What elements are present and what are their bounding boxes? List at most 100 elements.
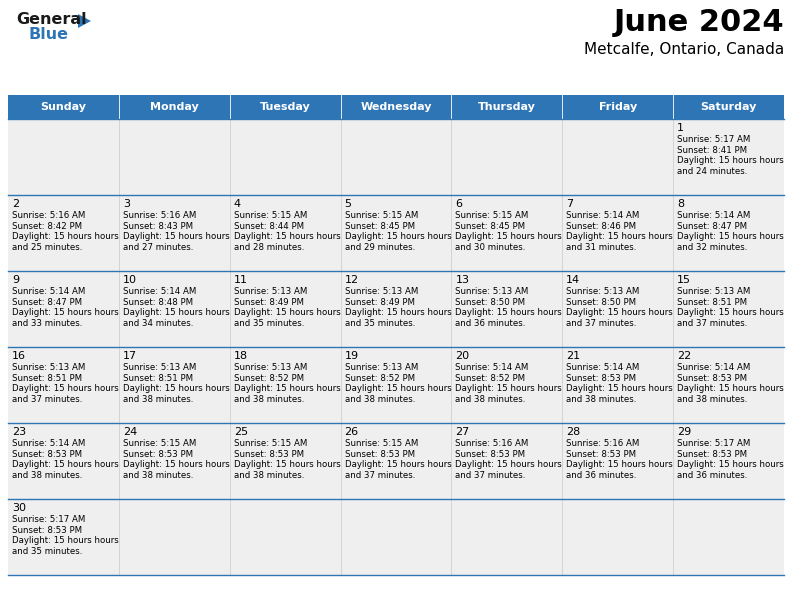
Text: Sunset: 8:53 PM: Sunset: 8:53 PM xyxy=(123,450,193,459)
Text: and 38 minutes.: and 38 minutes. xyxy=(12,471,82,480)
Text: Daylight: 15 hours hours: Daylight: 15 hours hours xyxy=(455,460,562,469)
Text: Daylight: 15 hours hours: Daylight: 15 hours hours xyxy=(234,460,341,469)
Text: 5: 5 xyxy=(345,199,352,209)
Text: Daylight: 15 hours hours: Daylight: 15 hours hours xyxy=(566,308,673,317)
Text: 29: 29 xyxy=(677,427,691,437)
Text: Wednesday: Wednesday xyxy=(360,102,432,112)
Text: 19: 19 xyxy=(345,351,359,361)
Text: Sunrise: 5:16 AM: Sunrise: 5:16 AM xyxy=(12,211,86,220)
Text: and 38 minutes.: and 38 minutes. xyxy=(234,395,304,404)
Text: Sunday: Sunday xyxy=(40,102,86,112)
Bar xyxy=(562,95,673,119)
Text: Sunset: 8:42 PM: Sunset: 8:42 PM xyxy=(12,222,82,231)
Text: Thursday: Thursday xyxy=(478,102,536,112)
Text: Daylight: 15 hours hours: Daylight: 15 hours hours xyxy=(345,460,451,469)
Text: and 38 minutes.: and 38 minutes. xyxy=(123,471,193,480)
Bar xyxy=(8,195,784,271)
Bar xyxy=(119,95,230,119)
Text: Sunrise: 5:13 AM: Sunrise: 5:13 AM xyxy=(345,364,418,372)
Text: Sunset: 8:53 PM: Sunset: 8:53 PM xyxy=(566,450,637,459)
Text: 9: 9 xyxy=(12,275,19,285)
Text: Daylight: 15 hours hours: Daylight: 15 hours hours xyxy=(345,232,451,241)
Bar xyxy=(8,95,119,119)
Text: 6: 6 xyxy=(455,199,463,209)
Text: Sunset: 8:50 PM: Sunset: 8:50 PM xyxy=(455,298,526,307)
Bar xyxy=(451,95,562,119)
Text: General: General xyxy=(16,12,86,27)
Text: 22: 22 xyxy=(677,351,691,361)
Text: 8: 8 xyxy=(677,199,684,209)
Text: 11: 11 xyxy=(234,275,248,285)
Text: Sunset: 8:51 PM: Sunset: 8:51 PM xyxy=(12,374,82,382)
Text: and 38 minutes.: and 38 minutes. xyxy=(677,395,748,404)
Text: Saturday: Saturday xyxy=(700,102,757,112)
Text: Blue: Blue xyxy=(28,27,68,42)
Text: Daylight: 15 hours hours: Daylight: 15 hours hours xyxy=(123,308,230,317)
Text: Daylight: 15 hours hours: Daylight: 15 hours hours xyxy=(345,384,451,394)
Text: and 37 minutes.: and 37 minutes. xyxy=(12,395,82,404)
Text: and 38 minutes.: and 38 minutes. xyxy=(234,471,304,480)
Text: Sunrise: 5:14 AM: Sunrise: 5:14 AM xyxy=(566,364,640,372)
Text: Daylight: 15 hours hours: Daylight: 15 hours hours xyxy=(566,384,673,394)
Text: Sunset: 8:52 PM: Sunset: 8:52 PM xyxy=(455,374,526,382)
Text: and 35 minutes.: and 35 minutes. xyxy=(12,547,82,556)
Text: Sunset: 8:53 PM: Sunset: 8:53 PM xyxy=(12,526,82,535)
Text: 13: 13 xyxy=(455,275,470,285)
Text: 21: 21 xyxy=(566,351,581,361)
Text: and 37 minutes.: and 37 minutes. xyxy=(455,471,526,480)
Text: Daylight: 15 hours hours: Daylight: 15 hours hours xyxy=(12,232,119,241)
Text: Sunset: 8:51 PM: Sunset: 8:51 PM xyxy=(123,374,193,382)
Text: Sunrise: 5:16 AM: Sunrise: 5:16 AM xyxy=(123,211,196,220)
Text: 14: 14 xyxy=(566,275,581,285)
Text: Sunset: 8:53 PM: Sunset: 8:53 PM xyxy=(234,450,304,459)
Bar xyxy=(8,423,784,499)
Text: 17: 17 xyxy=(123,351,137,361)
Text: Sunset: 8:53 PM: Sunset: 8:53 PM xyxy=(677,374,748,382)
Text: Sunset: 8:50 PM: Sunset: 8:50 PM xyxy=(566,298,637,307)
Text: and 37 minutes.: and 37 minutes. xyxy=(677,319,748,327)
Text: Daylight: 15 hours hours: Daylight: 15 hours hours xyxy=(566,232,673,241)
Text: Daylight: 15 hours hours: Daylight: 15 hours hours xyxy=(234,308,341,317)
Text: Sunrise: 5:14 AM: Sunrise: 5:14 AM xyxy=(12,288,86,296)
Text: Sunrise: 5:16 AM: Sunrise: 5:16 AM xyxy=(455,439,529,449)
Text: Sunrise: 5:15 AM: Sunrise: 5:15 AM xyxy=(234,211,307,220)
Text: Daylight: 15 hours hours: Daylight: 15 hours hours xyxy=(677,308,784,317)
Text: 3: 3 xyxy=(123,199,130,209)
Text: and 38 minutes.: and 38 minutes. xyxy=(455,395,526,404)
Text: Sunset: 8:43 PM: Sunset: 8:43 PM xyxy=(123,222,193,231)
Text: 23: 23 xyxy=(12,427,26,437)
Text: Metcalfe, Ontario, Canada: Metcalfe, Ontario, Canada xyxy=(584,42,784,57)
Text: Sunset: 8:41 PM: Sunset: 8:41 PM xyxy=(677,146,748,155)
Text: Daylight: 15 hours hours: Daylight: 15 hours hours xyxy=(12,384,119,394)
Text: Daylight: 15 hours hours: Daylight: 15 hours hours xyxy=(455,232,562,241)
Text: 1: 1 xyxy=(677,123,684,133)
Bar xyxy=(673,95,784,119)
Text: and 35 minutes.: and 35 minutes. xyxy=(234,319,304,327)
Text: and 38 minutes.: and 38 minutes. xyxy=(345,395,415,404)
Text: 28: 28 xyxy=(566,427,581,437)
Text: Sunrise: 5:14 AM: Sunrise: 5:14 AM xyxy=(677,364,751,372)
Text: Sunrise: 5:13 AM: Sunrise: 5:13 AM xyxy=(123,364,196,372)
Text: 27: 27 xyxy=(455,427,470,437)
Text: Sunrise: 5:16 AM: Sunrise: 5:16 AM xyxy=(566,439,640,449)
Text: Daylight: 15 hours hours: Daylight: 15 hours hours xyxy=(345,308,451,317)
Text: Tuesday: Tuesday xyxy=(260,102,310,112)
Text: Sunrise: 5:17 AM: Sunrise: 5:17 AM xyxy=(677,135,751,144)
Text: Friday: Friday xyxy=(599,102,637,112)
Text: 12: 12 xyxy=(345,275,359,285)
Text: Sunset: 8:53 PM: Sunset: 8:53 PM xyxy=(455,450,526,459)
Text: Daylight: 15 hours hours: Daylight: 15 hours hours xyxy=(677,156,784,165)
Text: Sunset: 8:46 PM: Sunset: 8:46 PM xyxy=(566,222,637,231)
Text: 7: 7 xyxy=(566,199,573,209)
Text: and 36 minutes.: and 36 minutes. xyxy=(566,471,637,480)
Text: Daylight: 15 hours hours: Daylight: 15 hours hours xyxy=(234,384,341,394)
Text: Sunset: 8:53 PM: Sunset: 8:53 PM xyxy=(566,374,637,382)
Bar xyxy=(8,499,784,575)
Text: 15: 15 xyxy=(677,275,691,285)
Text: Sunrise: 5:15 AM: Sunrise: 5:15 AM xyxy=(123,439,196,449)
Text: Sunrise: 5:13 AM: Sunrise: 5:13 AM xyxy=(345,288,418,296)
Text: Daylight: 15 hours hours: Daylight: 15 hours hours xyxy=(455,384,562,394)
Text: Sunrise: 5:13 AM: Sunrise: 5:13 AM xyxy=(566,288,640,296)
Text: Sunset: 8:49 PM: Sunset: 8:49 PM xyxy=(234,298,303,307)
Text: 25: 25 xyxy=(234,427,248,437)
